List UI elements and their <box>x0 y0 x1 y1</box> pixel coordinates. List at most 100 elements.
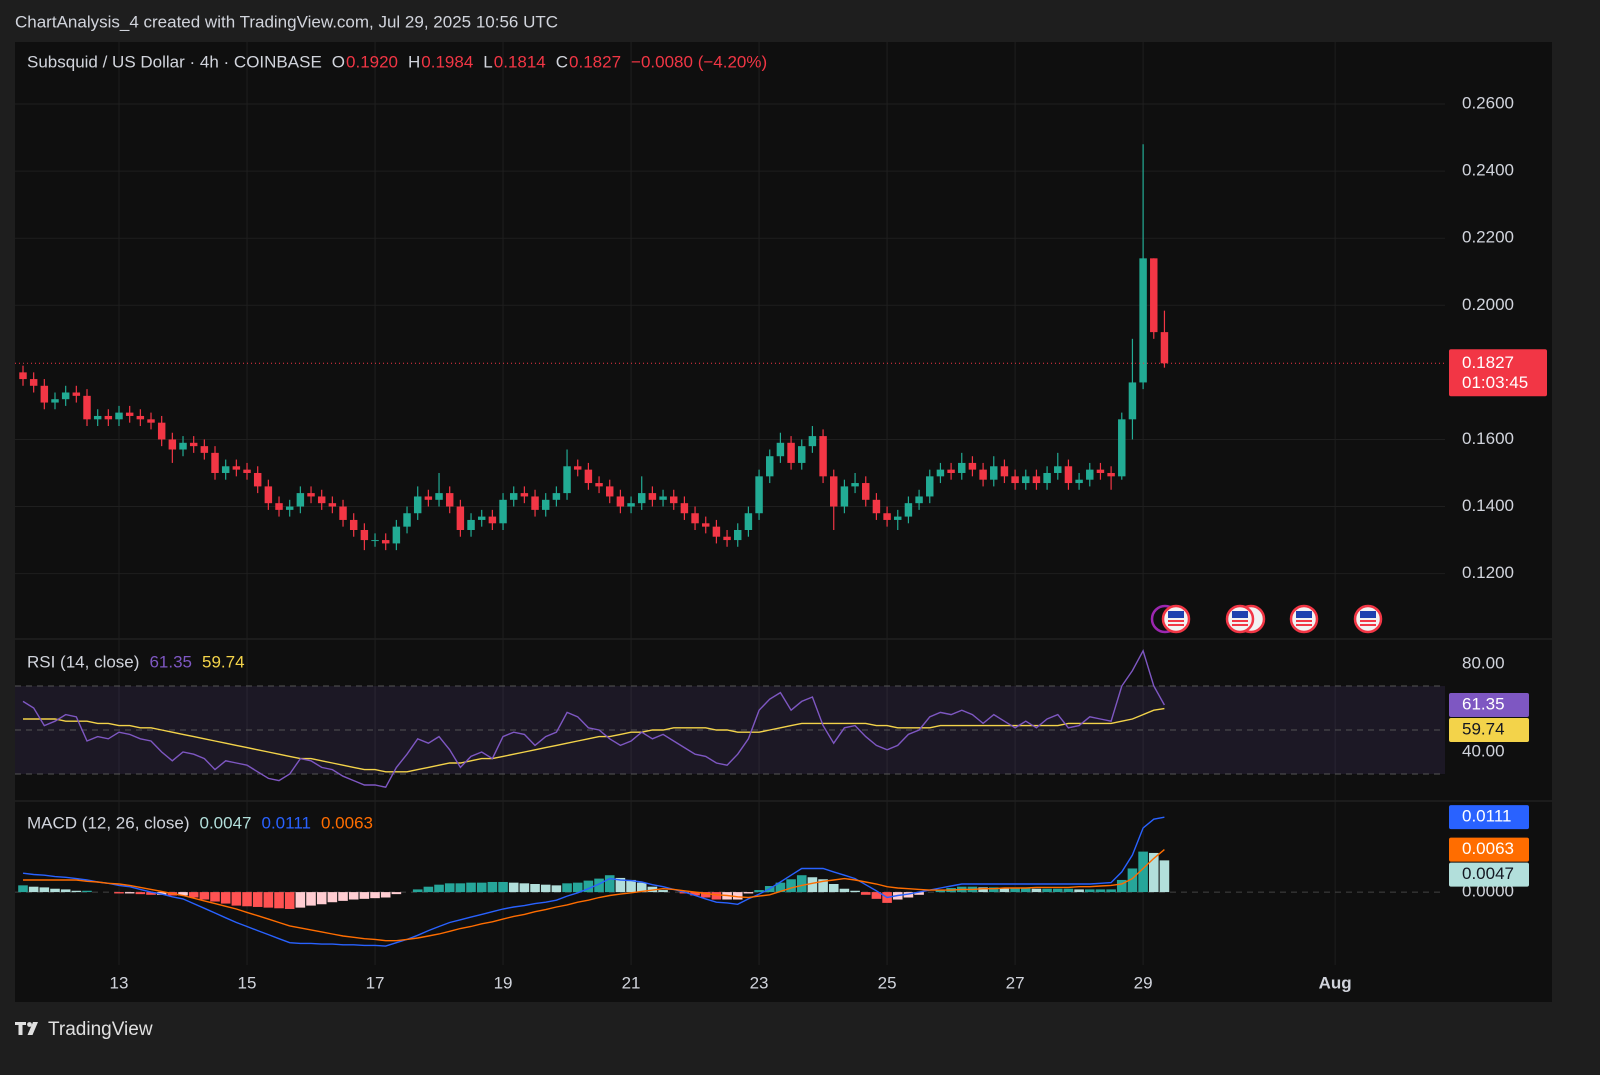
macd-histogram-bar <box>1074 889 1084 893</box>
macd-histogram-bar <box>828 884 839 893</box>
macd-histogram-bar <box>658 890 668 893</box>
candle-body <box>381 540 390 544</box>
macd-histogram-bar <box>18 885 28 893</box>
x-tick-label: 21 <box>622 973 641 992</box>
macd-histogram-bar <box>295 892 306 908</box>
candle-body <box>520 493 529 497</box>
macd-histogram-bar <box>1106 889 1116 893</box>
candle-body <box>680 503 689 514</box>
event-markers <box>1150 604 1383 634</box>
macd-histogram-bar <box>316 892 327 905</box>
candle-body <box>285 506 294 510</box>
y-tick-label: 0.2600 <box>1462 94 1514 113</box>
macd-histogram-bar <box>807 877 818 893</box>
candle-body <box>808 436 817 447</box>
candle-body <box>253 472 262 487</box>
legend-value: 59.74 <box>202 652 245 671</box>
macd-histogram-bar <box>284 892 295 909</box>
candle-body <box>776 442 785 457</box>
candle-body <box>51 399 59 403</box>
candle-body <box>392 526 401 544</box>
candle-body <box>669 496 678 504</box>
legend-value: 0.0047 <box>200 813 252 832</box>
candle-body <box>659 496 667 500</box>
macd-histogram-bar <box>775 882 786 893</box>
candle-body <box>157 422 166 440</box>
macd-histogram-bar <box>999 888 1010 893</box>
candle-body <box>648 493 657 500</box>
candle-body <box>627 503 635 507</box>
macd-histogram-bar <box>935 890 946 893</box>
chart-panel <box>15 42 1552 1002</box>
candle-body <box>509 493 518 500</box>
candle-body <box>766 456 774 477</box>
candle-body <box>403 513 411 527</box>
candle-body <box>541 499 550 510</box>
ohlc-value: 0.1827 <box>569 52 621 71</box>
candle-body <box>712 526 721 537</box>
macd-histogram-bar <box>455 883 466 893</box>
x-tick-label: 27 <box>1006 973 1025 992</box>
y-tick-label: 0.1200 <box>1462 563 1514 582</box>
candle-body <box>136 415 145 420</box>
candle-body <box>115 412 123 420</box>
candle-body <box>573 466 582 470</box>
macd-histogram-bar <box>914 892 924 895</box>
candle-body <box>1160 332 1169 364</box>
candle-body <box>691 513 699 524</box>
macd-histogram-bar <box>508 882 519 893</box>
ohlc-value: 0.1814 <box>494 52 546 71</box>
candle-body <box>926 476 934 497</box>
macd-histogram-bar <box>1138 851 1148 893</box>
ohlc-key: O <box>332 52 345 71</box>
macd-histogram-bar <box>423 886 434 893</box>
candle-body <box>307 493 315 497</box>
macd-histogram-bar <box>1010 888 1020 893</box>
candle-body <box>616 496 625 507</box>
candle-body <box>734 530 742 541</box>
candle-body <box>339 506 347 520</box>
candle-body <box>1011 476 1019 484</box>
candle-body <box>61 392 70 400</box>
candle-body <box>435 493 443 500</box>
y-tick-label: 80.00 <box>1462 653 1505 672</box>
candle-body <box>1150 258 1158 333</box>
macd-histogram-bar <box>412 889 423 893</box>
macd-histogram-bar <box>60 889 71 893</box>
macd-histogram-bar <box>476 882 487 893</box>
macd-histogram-bar <box>711 892 722 900</box>
value-tag <box>1449 693 1529 718</box>
macd-histogram-bar <box>252 892 263 907</box>
macd-histogram-bar <box>370 892 380 899</box>
macd-histogram-bar <box>39 887 50 893</box>
macd-histogram-bar <box>850 890 860 893</box>
candle-body <box>862 483 870 500</box>
macd-histogram-bar <box>572 882 583 893</box>
macd-histogram-bar <box>818 879 828 893</box>
candle-body <box>915 496 923 504</box>
y-tick-label: 0.2200 <box>1462 228 1514 247</box>
candle-body <box>1054 466 1062 473</box>
candle-body <box>29 379 38 386</box>
candle-body <box>317 496 326 504</box>
last-price-tag <box>1449 349 1547 397</box>
candle-body <box>125 412 134 416</box>
brand-logo <box>15 1022 38 1035</box>
candle-body <box>371 540 379 542</box>
candle-body <box>723 536 731 541</box>
candle-body <box>1139 258 1147 383</box>
macd-histogram-bar <box>1084 889 1095 893</box>
ohlc-key: C <box>556 52 568 71</box>
countdown: 01:03:45 <box>1462 373 1528 392</box>
macd-histogram-bar <box>178 892 188 896</box>
macd-histogram-bar <box>626 879 636 893</box>
value-tag-label: 59.74 <box>1462 720 1505 739</box>
macd-histogram-bar <box>231 892 242 906</box>
x-tick-label: 19 <box>494 973 513 992</box>
macd-histogram-bar <box>391 892 402 895</box>
macd-histogram-bar <box>327 892 338 903</box>
macd-histogram-bar <box>871 892 882 899</box>
y-tick-label: 0.1400 <box>1462 496 1514 515</box>
candle-body <box>72 392 81 396</box>
candle-body <box>605 486 614 497</box>
